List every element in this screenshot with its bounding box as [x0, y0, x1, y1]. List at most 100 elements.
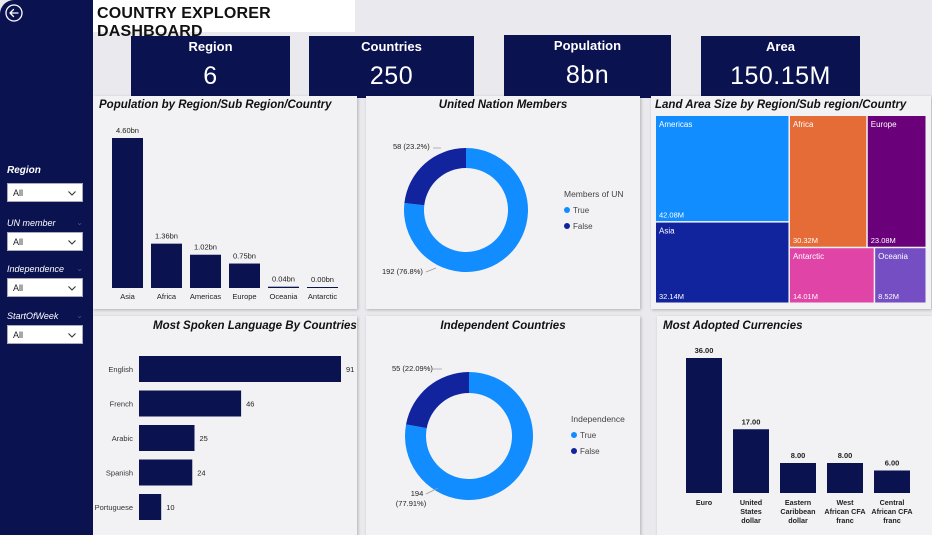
un-member-dropdown[interactable]: All — [7, 232, 83, 251]
chevron-down-icon — [68, 190, 76, 196]
chevron-down-icon — [68, 332, 76, 338]
kpi-label: Area — [766, 39, 795, 54]
population-chart-panel: Population by Region/Sub Region/Country … — [93, 96, 357, 309]
chevron-down-icon[interactable]: ⌄ — [76, 264, 83, 273]
data-label: 6.00 — [885, 459, 900, 468]
bar[interactable] — [112, 138, 143, 288]
category-label: Europe — [232, 292, 256, 301]
bar[interactable] — [139, 425, 195, 451]
bar[interactable] — [686, 358, 722, 493]
chart-title: Land Area Size by Region/Sub region/Coun… — [655, 99, 907, 111]
bar[interactable] — [139, 390, 242, 417]
start-of-week-dropdown[interactable]: All — [7, 325, 83, 344]
back-arrow-icon[interactable] — [4, 3, 24, 23]
donut-slice[interactable] — [405, 372, 533, 500]
category-label: African CFA — [824, 507, 865, 516]
slice-label: 194 — [411, 489, 424, 498]
un-members-donut-chart: Members of UN True False 58 (23.2%) 192 (76.… — [382, 142, 624, 276]
donut-slice[interactable] — [404, 148, 466, 206]
bar[interactable] — [780, 463, 816, 493]
data-label: 8.00 — [791, 451, 806, 460]
legend-entry[interactable]: False — [580, 447, 600, 456]
languages-bar-chart: English 91 French 46 Arabic 25 Spanish 24 Portug… — [95, 356, 354, 520]
un-members-chart-panel: United Nation Members Members of UN True F… — [366, 96, 640, 309]
independence-slicer: Independence ⌄ All — [7, 264, 87, 297]
slice-label: 58 (23.2%) — [393, 142, 430, 151]
treemap-value: 23.08M — [871, 236, 896, 245]
filter-sidebar: Region All UN member ⌄ All Independence ⌄ … — [0, 0, 93, 535]
independence-dropdown[interactable]: All — [7, 278, 83, 297]
bar[interactable] — [733, 429, 769, 493]
treemap-cell[interactable] — [656, 116, 789, 222]
donut-slice[interactable] — [404, 148, 528, 272]
slicer-label: Region — [7, 165, 41, 176]
treemap-cell[interactable] — [875, 248, 926, 303]
category-label: Americas — [190, 292, 222, 301]
dropdown-value: All — [13, 282, 24, 293]
kpi-card-countries: Countries 250 — [309, 36, 474, 98]
category-label: franc — [883, 516, 901, 525]
data-label: 0.04bn — [272, 275, 295, 284]
chart-title: Most Adopted Currencies — [663, 320, 803, 332]
legend-entry[interactable]: True — [573, 206, 590, 215]
treemap-cell[interactable] — [789, 116, 867, 247]
treemap-name: Oceania — [878, 252, 908, 261]
chart-title: Population by Region/Sub Region/Country — [99, 99, 332, 111]
data-label: 0.75bn — [233, 252, 256, 261]
chevron-down-icon[interactable]: ⌄ — [76, 311, 83, 320]
bar[interactable] — [307, 287, 338, 288]
treemap-cell[interactable] — [789, 248, 874, 303]
category-label: Euro — [696, 498, 713, 507]
bar[interactable] — [268, 286, 299, 288]
bar[interactable] — [827, 463, 863, 493]
chart-title: Independent Countries — [440, 320, 566, 332]
treemap-cell[interactable] — [867, 116, 926, 247]
data-label: 17.00 — [742, 417, 761, 426]
legend-marker — [571, 448, 577, 454]
category-label: dollar — [788, 516, 808, 525]
data-label: 91 — [346, 365, 354, 374]
kpi-card-area: Area 150.15M — [701, 36, 860, 98]
data-label: 8.00 — [838, 451, 853, 460]
bar[interactable] — [139, 459, 193, 486]
treemap-cell[interactable] — [656, 222, 789, 303]
slicer-label: StartOfWeek ⌄ — [7, 311, 83, 321]
bar[interactable] — [190, 254, 221, 288]
region-dropdown[interactable]: All — [7, 183, 83, 202]
kpi-card-population: Population 8bn — [504, 35, 671, 98]
data-label: 4.60bn — [116, 126, 139, 135]
currencies-chart-panel: Most Adopted Currencies 36.00 Euro 17.00 Un… — [657, 316, 932, 535]
dropdown-value: All — [13, 187, 24, 198]
legend-marker — [564, 207, 570, 213]
dropdown-value: All — [13, 329, 24, 340]
data-label: 1.36bn — [155, 232, 178, 241]
bar[interactable] — [151, 243, 182, 288]
category-label: Asia — [120, 292, 135, 301]
legend-entry[interactable]: False — [573, 222, 593, 231]
bar[interactable] — [139, 494, 162, 520]
treemap-value: 30.32M — [793, 236, 818, 245]
bar[interactable] — [229, 263, 260, 288]
population-bar-chart: 4.60bn Asia 1.36bn Africa 1.02bn Americas 0.75… — [112, 126, 338, 301]
treemap-value: 8.52M — [878, 292, 899, 301]
kpi-value: 150.15M — [730, 62, 831, 90]
legend-title: Independence — [571, 414, 625, 424]
category-label: Arabic — [112, 434, 134, 443]
bar[interactable] — [874, 470, 910, 494]
chevron-down-icon[interactable]: ⌄ — [76, 218, 83, 227]
category-label: French — [110, 400, 133, 409]
treemap-name: Africa — [793, 120, 814, 129]
kpi-label: Region — [188, 39, 233, 54]
donut-slice[interactable] — [406, 372, 469, 429]
category-label: Spanish — [106, 469, 133, 478]
category-label: Portuguese — [95, 503, 133, 512]
kpi-card-region: Region 6 — [131, 36, 290, 98]
bar[interactable] — [139, 356, 341, 382]
data-label: 0.00bn — [311, 275, 334, 284]
legend-marker — [571, 432, 577, 438]
independence-chart-panel: Independent Countries Independence True Fa… — [366, 316, 640, 535]
dropdown-value: All — [13, 236, 24, 247]
slice-label: 55 (22.09%) — [392, 364, 433, 373]
slice-label: (77.91%) — [396, 499, 427, 508]
legend-entry[interactable]: True — [580, 431, 597, 440]
